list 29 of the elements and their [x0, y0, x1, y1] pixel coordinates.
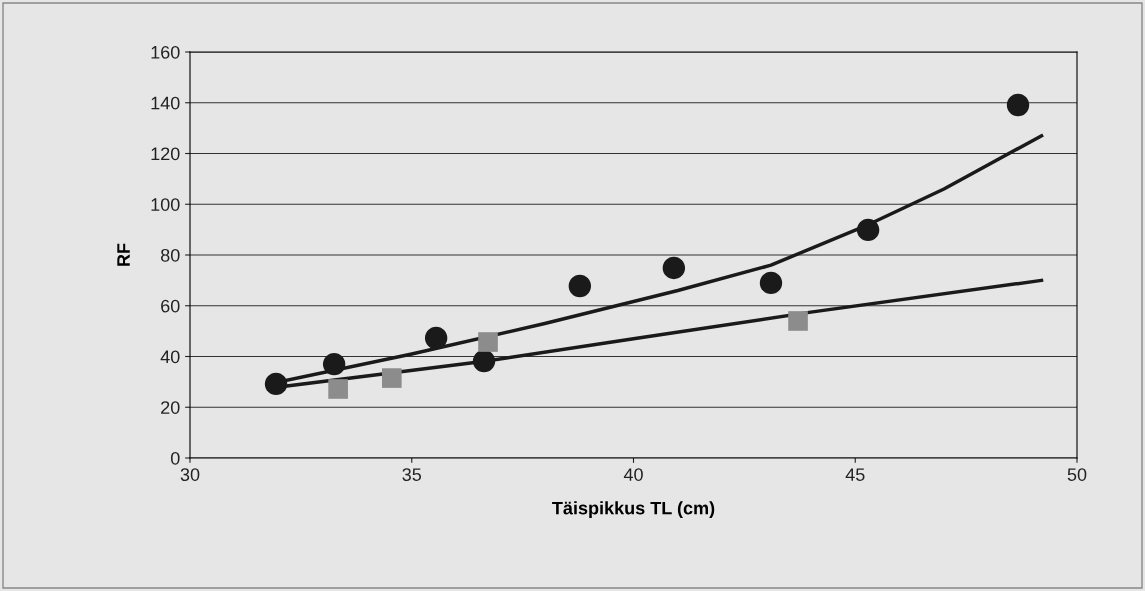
- point: [662, 256, 686, 280]
- y-tick-label: 20: [161, 401, 180, 414]
- point: [472, 349, 496, 373]
- y-tick-label: 140: [151, 96, 180, 110]
- y-tick-label: 60: [161, 299, 180, 313]
- y-tick-label: 0: [170, 451, 180, 465]
- point: [1006, 93, 1030, 117]
- x-axis-title: Täispikkus TL (cm): [552, 501, 715, 519]
- point: [788, 311, 808, 331]
- y-tick-label: 80: [160, 248, 180, 262]
- x-tick-label: 50: [1067, 468, 1087, 481]
- x-tick-label: 30: [180, 468, 200, 481]
- x-tick-label: 45: [845, 468, 865, 481]
- x-tick-label: 35: [402, 468, 422, 481]
- point: [424, 326, 448, 350]
- point: [264, 372, 288, 396]
- y-tick-label: 120: [151, 147, 180, 161]
- y-tick-label: 100: [151, 198, 180, 211]
- y-tick-label: 40: [160, 350, 180, 364]
- x-tick-label: 40: [623, 468, 643, 481]
- point: [328, 379, 348, 399]
- y-axis-title: RF: [117, 243, 130, 266]
- point: [759, 271, 783, 295]
- point: [568, 274, 592, 298]
- point: [381, 368, 402, 388]
- y-tick-label: 160: [151, 45, 180, 59]
- point: [322, 352, 346, 376]
- point: [856, 218, 880, 242]
- point: [478, 332, 498, 352]
